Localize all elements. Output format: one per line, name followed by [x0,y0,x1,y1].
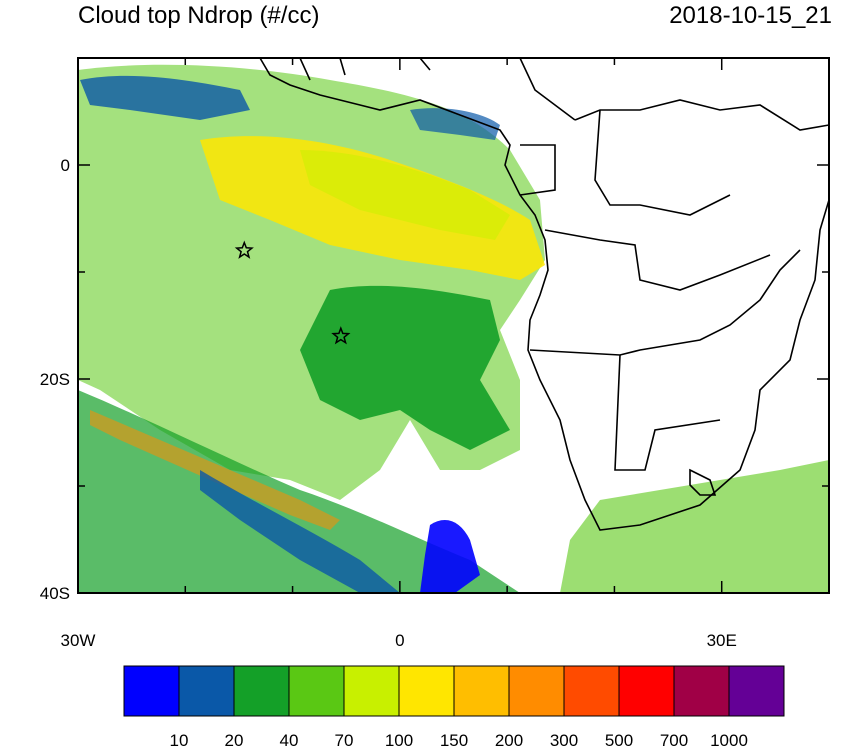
map-field [78,58,829,593]
coastlines [259,58,829,531]
border-line [594,109,731,216]
colorbar-label: 10 [170,731,189,750]
colorbar-label: 1000 [710,731,748,750]
lat-tick-label: 20S [40,370,70,389]
africa-coastline [259,58,829,531]
colorbar-swatch [343,665,400,717]
border-line [689,468,717,496]
map-frame [77,57,830,594]
colorbar-swatch [728,665,785,717]
colorbar-label: 300 [550,731,578,750]
lon-tick-label: 30E [707,631,737,650]
marker-layer [234,240,351,345]
colorbar: 10 20 40 70 100 150 200 300 500 700 1000 [123,665,785,750]
border-line [614,354,721,471]
colorbar-label: 200 [495,731,523,750]
light-green-cloud-band [300,150,510,240]
border-line [574,99,829,131]
border-line [544,229,771,291]
colorbar-label: 40 [280,731,299,750]
southern-cloud-band [78,390,520,593]
lon-tick-label: 30W [61,631,96,650]
colorbar-swatch [673,665,730,717]
blue-cloud-region [200,470,400,593]
map-timestamp: 2018-10-15_21 [669,2,832,29]
colorbar-label: 700 [660,731,688,750]
colorbar-swatch [453,665,510,717]
tick-layer: 30W 0 30E 0 20S 40S [40,57,830,650]
colorbar-label: 70 [335,731,354,750]
colorbar-swatch [618,665,675,717]
dark-green-cloud-core [300,285,510,450]
colorbar-swatch [123,665,180,717]
colorbar-swatch [398,665,455,717]
guinea-blue-clouds [410,108,500,140]
star-marker [331,326,351,345]
colorbar-label: 20 [225,731,244,750]
border-line [529,249,801,356]
lat-tick-label: 0 [61,156,70,175]
southeast-cloud-band [560,460,829,593]
colorbar-swatch [233,665,290,717]
colorbar-label: 100 [385,731,413,750]
colorbar-swatch [288,665,345,717]
lon-tick-label: 0 [395,631,404,650]
map-title: Cloud top Ndrop (#/cc) [78,2,320,29]
colorbar-swatch [508,665,565,717]
colorbar-swatch [563,665,620,717]
colorbar-swatch [178,665,235,717]
border-line [519,144,556,196]
lat-tick-label: 40S [40,584,70,603]
border-line [299,58,576,121]
colorbar-label: 150 [440,731,468,750]
star-marker [234,240,254,259]
colorbar-label: 500 [605,731,633,750]
orange-streaks [90,410,340,530]
deep-blue-cloud-patch [420,520,480,593]
northern-blue-clouds [80,75,250,120]
